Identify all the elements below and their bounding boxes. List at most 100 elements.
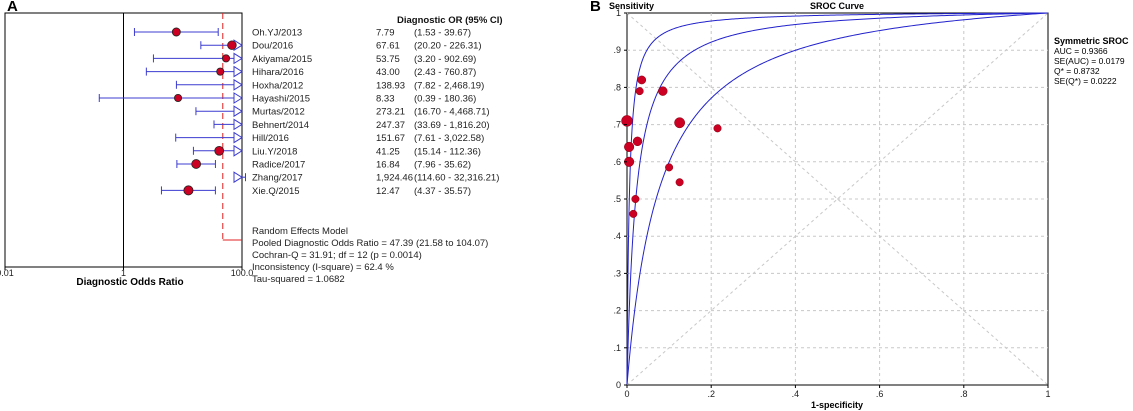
sroc-y-tick-label: .3 — [613, 268, 621, 278]
sroc-y-tick-label: .1 — [613, 343, 621, 353]
study-or: 151.67 — [376, 133, 405, 144]
study-or: 43.00 — [376, 67, 400, 78]
study-ci: (16.70 - 4,468.71) — [414, 107, 490, 118]
sroc-y-axis-label: Sensitivity — [609, 1, 654, 11]
sroc-y-tick-label: .5 — [613, 194, 621, 204]
model-title: Random Effects Model — [252, 226, 348, 237]
study-or: 7.79 — [376, 28, 395, 39]
model-inconsistency: Inconsistency (I-square) = 62.4 % — [252, 262, 394, 273]
point-estimate — [174, 93, 183, 103]
study-or: 8.33 — [376, 94, 395, 105]
sroc-x-axis-label: 1-specificity — [811, 400, 863, 410]
study-point — [632, 136, 643, 147]
study-name: Liu.Y/2018 — [252, 146, 297, 157]
study-ci: (2.43 - 760.87) — [414, 67, 476, 78]
study-point — [635, 87, 644, 96]
study-ci: (7.82 - 2,468.19) — [414, 80, 484, 91]
study-or: 53.75 — [376, 54, 400, 65]
study-point — [675, 178, 684, 187]
study-name: Behnert/2014 — [252, 120, 309, 131]
forest-row: Hayashi/2015 8.33 (0.39 - 180.36) — [98, 92, 476, 105]
sroc-x-tick-label: 0 — [624, 389, 629, 399]
study-name: Radice/2017 — [252, 160, 305, 171]
ci-arrow — [233, 144, 243, 157]
forest-x-axis-label: Diagnostic Odds Ratio — [76, 277, 183, 288]
study-name: Hayashi/2015 — [252, 94, 310, 105]
forest-row: Hoxha/2012 138.93 (7.82 - 2,468.19) — [175, 78, 484, 91]
study-or: 67.61 — [376, 41, 400, 52]
chance-diagonal — [626, 12, 1049, 386]
sroc-ci-curve — [626, 12, 1049, 385]
study-ci: (0.39 - 180.36) — [414, 94, 476, 105]
study-ci: (33.69 - 1,816.20) — [414, 120, 490, 131]
point-estimate — [171, 27, 181, 37]
forest-x-tick-label: 1 — [121, 268, 126, 278]
study-or: 273.21 — [376, 107, 405, 118]
study-ci: (114.60 - 32,316.21) — [414, 173, 499, 184]
study-ci: (3.20 - 902.69) — [414, 54, 476, 65]
study-name: Hoxha/2012 — [252, 80, 303, 91]
study-point — [621, 115, 633, 127]
ci-arrow — [233, 52, 243, 65]
study-name: Akiyama/2015 — [252, 54, 312, 65]
sroc-y-tick-label: 1 — [616, 8, 621, 18]
ci-arrow — [233, 105, 243, 118]
study-ci: (1.53 - 39.67) — [414, 28, 471, 39]
legend-se-q: SE(Q*) = 0.0222 — [1054, 76, 1117, 86]
study-name: Oh.YJ/2013 — [252, 28, 302, 39]
ci-arrow — [233, 92, 243, 104]
model-pooled: Pooled Diagnostic Odds Ratio = 47.39 (21… — [252, 238, 488, 249]
forest-row: Akiyama/2015 53.75 (3.20 - 902.69) — [152, 52, 476, 65]
point-estimate — [227, 40, 237, 50]
sroc-y-tick-label: .8 — [613, 82, 621, 92]
sroc-x-tick-label: .6 — [876, 389, 884, 399]
point-estimate — [191, 159, 202, 169]
point-estimate — [222, 54, 231, 63]
forest-row: Xie.Q/2015 12.47 (4.37 - 35.57) — [160, 185, 471, 197]
sroc-y-tick-label: .9 — [613, 45, 621, 55]
study-or: 41.25 — [376, 146, 400, 157]
study-point — [637, 75, 647, 85]
legend-title: Symmetric SROC — [1054, 36, 1129, 46]
forest-plot: Oh.YJ/2013 7.79 (1.53 - 39.67) Dou/2016 67.6… — [0, 12, 503, 288]
study-name: Zhang/2017 — [252, 173, 303, 184]
forest-row: Dou/2016 67.61 (20.20 - 226.31) — [200, 39, 482, 52]
ci-arrow — [233, 118, 243, 131]
study-ci: (7.61 - 3,022.58) — [414, 133, 484, 144]
ci-arrow — [233, 171, 243, 184]
legend-se-auc: SE(AUC) = 0.0179 — [1054, 56, 1125, 66]
study-name: Hihara/2016 — [252, 67, 304, 78]
study-point — [713, 124, 722, 133]
panel-b-label: B — [590, 0, 601, 15]
study-or: 1,924.46 — [376, 173, 413, 184]
legend-auc: AUC = 0.9366 — [1054, 46, 1108, 56]
study-or: 247.37 — [376, 120, 405, 131]
sroc-plot: 0 .2 .4 .6 .8 1 0 .1 .2 .3 .4 .5 .6 .7 .8 .9 1 Sensitivi… — [609, 1, 1129, 410]
forest-row: Murtas/2012 273.21 (16.70 - 4,468.71) — [195, 105, 490, 118]
forest-row: Radice/2017 16.84 (7.96 - 35.62) — [176, 159, 471, 171]
study-point — [629, 209, 638, 218]
sroc-ci-curve — [626, 12, 1049, 386]
point-estimate — [216, 67, 225, 76]
study-name: Dou/2016 — [252, 41, 293, 52]
study-name: Murtas/2012 — [252, 107, 305, 118]
forest-row: Liu.Y/2018 41.25 (15.14 - 112.36) — [192, 144, 481, 157]
forest-row: Oh.YJ/2013 7.79 (1.53 - 39.67) — [133, 27, 471, 39]
sroc-y-tick-label: .4 — [613, 231, 621, 241]
forest-x-tick-label: 100.0 — [231, 268, 254, 278]
study-point — [674, 117, 686, 129]
study-point — [665, 163, 674, 172]
sroc-y-tick-label: .6 — [613, 157, 621, 167]
q-star-diagonal — [626, 12, 1049, 386]
sroc-y-tick-label: .7 — [613, 120, 621, 130]
forest-row: Hill/2016 151.67 (7.61 - 3,022.58) — [175, 131, 484, 144]
study-point — [631, 195, 640, 203]
point-estimate — [183, 185, 194, 196]
forest-header: Diagnostic OR (95% CI) — [397, 15, 503, 26]
point-estimate — [214, 145, 225, 156]
study-ci: (4.37 - 35.57) — [414, 186, 471, 197]
ci-arrow — [233, 65, 243, 78]
sroc-y-tick-label: .2 — [613, 306, 621, 316]
study-or: 16.84 — [376, 160, 400, 171]
sroc-x-tick-label: 1 — [1045, 389, 1050, 399]
